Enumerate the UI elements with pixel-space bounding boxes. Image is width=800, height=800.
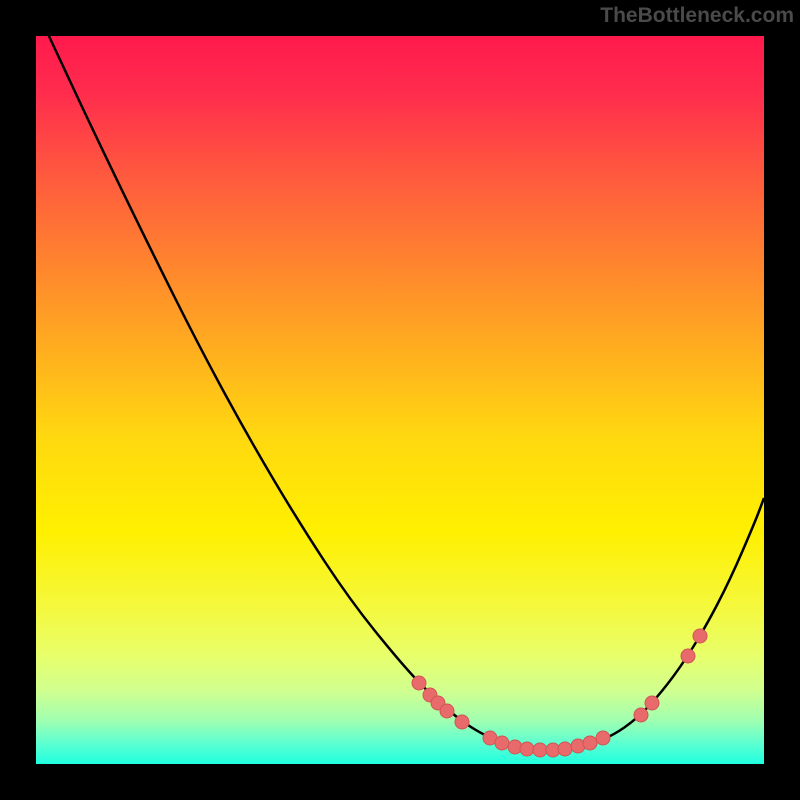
data-marker — [412, 676, 426, 690]
data-marker — [440, 704, 454, 718]
watermark-text: TheBottleneck.com — [600, 4, 794, 28]
bottleneck-chart — [0, 0, 800, 800]
plot-background — [36, 36, 764, 764]
data-marker — [558, 742, 572, 756]
data-marker — [645, 696, 659, 710]
data-marker — [693, 629, 707, 643]
data-marker — [681, 649, 695, 663]
data-marker — [495, 736, 509, 750]
data-marker — [596, 731, 610, 745]
data-marker — [455, 715, 469, 729]
chart-container: TheBottleneck.com — [0, 0, 800, 800]
data-marker — [520, 742, 534, 756]
data-marker — [583, 736, 597, 750]
data-marker — [634, 708, 648, 722]
data-marker — [533, 743, 547, 757]
